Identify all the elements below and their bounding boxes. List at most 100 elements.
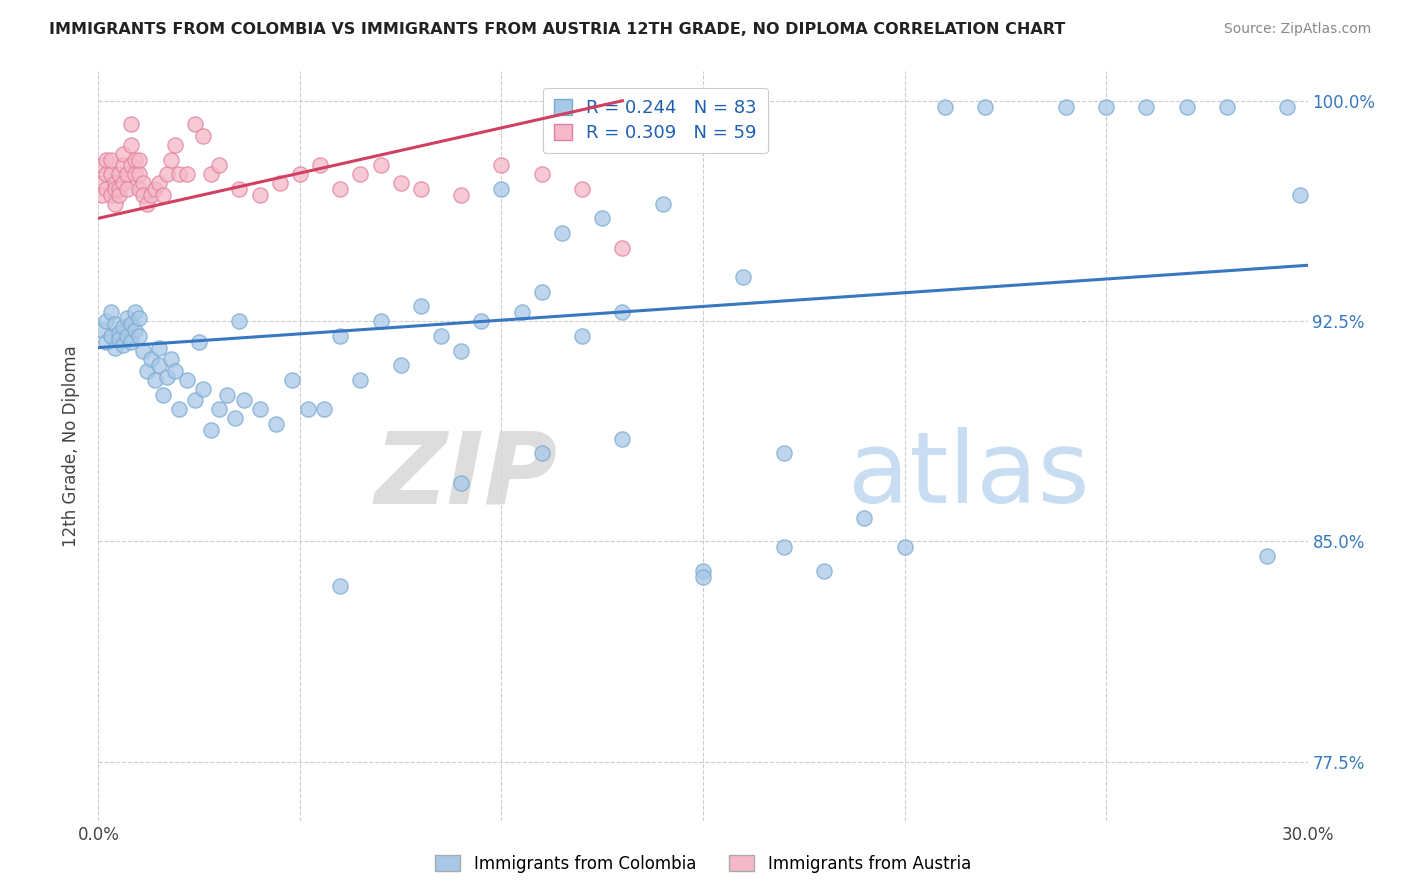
Point: [120, 117, 142, 131]
Point: [232, 393, 254, 408]
Point: [389, 358, 412, 372]
Point: [409, 182, 432, 196]
Point: [139, 187, 162, 202]
Point: [430, 328, 453, 343]
Point: [193, 128, 215, 143]
Point: [100, 187, 122, 202]
Point: [128, 311, 150, 326]
Point: [733, 270, 755, 285]
Point: [152, 187, 174, 202]
Point: [288, 167, 311, 181]
Text: IMMIGRANTS FROM COLOMBIA VS IMMIGRANTS FROM AUSTRIA 12TH GRADE, NO DIPLOMA CORRE: IMMIGRANTS FROM COLOMBIA VS IMMIGRANTS F…: [49, 22, 1066, 37]
Point: [132, 187, 155, 202]
Point: [111, 158, 134, 172]
Point: [853, 511, 876, 525]
Point: [91, 187, 114, 202]
Point: [111, 320, 134, 334]
Point: [188, 334, 211, 349]
Point: [103, 176, 125, 190]
Point: [409, 300, 432, 314]
Point: [163, 364, 186, 378]
Point: [612, 305, 634, 319]
Point: [184, 117, 207, 131]
Point: [120, 317, 142, 331]
Point: [200, 167, 222, 181]
Point: [167, 167, 190, 181]
Point: [96, 334, 118, 349]
Point: [813, 564, 835, 578]
Point: [120, 334, 142, 349]
Point: [103, 341, 125, 355]
Point: [591, 211, 613, 226]
Point: [510, 305, 533, 319]
Point: [100, 305, 122, 319]
Point: [96, 153, 118, 167]
Point: [450, 475, 472, 490]
Point: [249, 402, 271, 417]
Point: [184, 393, 207, 408]
Point: [530, 167, 553, 181]
Point: [124, 153, 146, 167]
Point: [176, 373, 198, 387]
Point: [100, 153, 122, 167]
Point: [249, 187, 271, 202]
Point: [208, 402, 231, 417]
Point: [1095, 100, 1118, 114]
Point: [530, 285, 553, 299]
Point: [128, 182, 150, 196]
Point: [115, 311, 138, 326]
Point: [160, 352, 183, 367]
Point: [309, 158, 332, 172]
Text: atlas: atlas: [848, 427, 1090, 524]
Point: [692, 564, 714, 578]
Point: [103, 196, 125, 211]
Point: [281, 373, 304, 387]
Point: [107, 326, 129, 340]
Point: [772, 541, 794, 555]
Point: [1288, 187, 1310, 202]
Point: [111, 176, 134, 190]
Point: [651, 196, 673, 211]
Point: [103, 182, 125, 196]
Point: [148, 341, 170, 355]
Point: [1277, 100, 1299, 114]
Point: [692, 570, 714, 584]
Point: [128, 153, 150, 167]
Point: [96, 167, 118, 181]
Point: [264, 417, 287, 431]
Point: [491, 182, 513, 196]
Point: [111, 146, 134, 161]
Legend: Immigrants from Colombia, Immigrants from Austria: Immigrants from Colombia, Immigrants fro…: [429, 848, 977, 880]
Point: [200, 423, 222, 437]
Y-axis label: 12th Grade, No Diploma: 12th Grade, No Diploma: [62, 345, 80, 547]
Point: [107, 187, 129, 202]
Point: [124, 305, 146, 319]
Point: [893, 541, 915, 555]
Point: [91, 176, 114, 190]
Point: [91, 323, 114, 337]
Point: [228, 182, 250, 196]
Point: [107, 182, 129, 196]
Point: [208, 158, 231, 172]
Point: [314, 402, 336, 417]
Legend: R = 0.244   N = 83, R = 0.309   N = 59: R = 0.244 N = 83, R = 0.309 N = 59: [543, 88, 768, 153]
Point: [269, 176, 291, 190]
Point: [329, 328, 352, 343]
Point: [111, 337, 134, 351]
Point: [124, 323, 146, 337]
Point: [156, 370, 179, 384]
Point: [128, 167, 150, 181]
Point: [148, 358, 170, 372]
Point: [450, 343, 472, 358]
Point: [217, 387, 239, 401]
Point: [612, 432, 634, 446]
Point: [1256, 549, 1278, 564]
Point: [132, 176, 155, 190]
Point: [193, 382, 215, 396]
Point: [1054, 100, 1077, 114]
Point: [139, 352, 162, 367]
Point: [1175, 100, 1198, 114]
Point: [135, 364, 157, 378]
Point: [571, 328, 593, 343]
Point: [115, 328, 138, 343]
